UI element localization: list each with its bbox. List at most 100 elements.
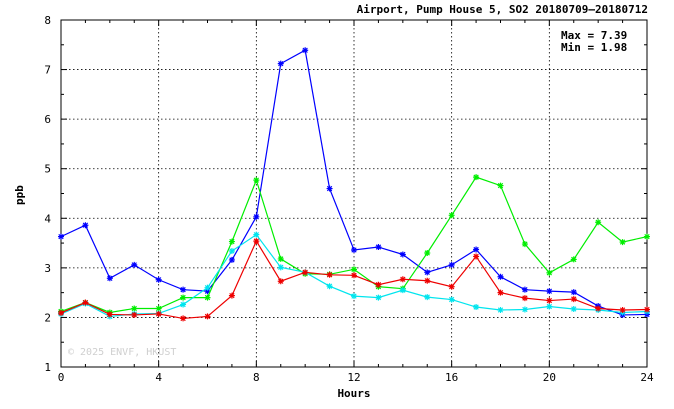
x-tick-label: 4 xyxy=(155,371,162,384)
data-point xyxy=(302,47,309,54)
data-point xyxy=(424,269,431,276)
data-point xyxy=(424,294,431,301)
data-point xyxy=(131,305,138,312)
x-tick-label: 24 xyxy=(640,371,654,384)
y-tick-label: 4 xyxy=(44,212,51,225)
data-point xyxy=(155,310,162,317)
chart-title: Airport, Pump House 5, SO2 20180709–2018… xyxy=(357,3,648,16)
y-tick-label: 8 xyxy=(44,14,51,27)
x-tick-label: 12 xyxy=(347,371,360,384)
data-point xyxy=(521,306,528,313)
data-point xyxy=(131,311,138,318)
data-point xyxy=(473,246,480,253)
data-point xyxy=(253,231,260,238)
data-point xyxy=(546,303,553,310)
data-point xyxy=(228,256,235,263)
y-tick-label: 1 xyxy=(44,361,51,374)
min-label: Min = 1.98 xyxy=(561,41,627,54)
data-point xyxy=(228,238,235,245)
data-point xyxy=(375,294,382,301)
data-point xyxy=(521,295,528,302)
data-point xyxy=(204,288,211,295)
data-point xyxy=(351,272,357,279)
data-point xyxy=(82,222,89,229)
data-point xyxy=(253,238,260,245)
data-point xyxy=(131,261,138,268)
data-point xyxy=(546,297,553,304)
data-point xyxy=(644,233,650,240)
data-point xyxy=(180,315,187,322)
data-point xyxy=(595,305,602,312)
x-tick-label: 8 xyxy=(253,371,260,384)
data-point xyxy=(326,271,333,278)
data-point xyxy=(473,304,480,311)
data-point xyxy=(570,256,577,263)
x-tick-label: 0 xyxy=(58,371,65,384)
y-tick-label: 2 xyxy=(44,311,51,324)
data-point xyxy=(448,212,455,219)
data-point xyxy=(326,185,333,192)
data-point xyxy=(619,239,626,246)
data-point xyxy=(570,296,577,303)
series-3 xyxy=(58,238,650,322)
series-group xyxy=(58,47,650,322)
data-point xyxy=(58,233,64,240)
y-tick-label: 5 xyxy=(44,163,51,176)
data-point xyxy=(619,306,626,313)
data-point xyxy=(277,278,284,285)
watermark: © 2025 ENVF, HKUST xyxy=(68,347,176,358)
data-point xyxy=(497,182,504,189)
data-point xyxy=(595,219,602,226)
data-point xyxy=(228,248,235,255)
data-point xyxy=(277,264,284,271)
data-point xyxy=(302,269,309,276)
x-tick-label: 20 xyxy=(543,371,556,384)
data-point xyxy=(204,284,211,291)
max-label: Max = 7.39 xyxy=(561,29,627,42)
data-point xyxy=(351,293,357,300)
data-point xyxy=(497,273,504,280)
data-point xyxy=(155,305,162,312)
y-tick-label: 7 xyxy=(44,64,51,77)
data-point xyxy=(448,283,455,290)
data-point xyxy=(497,306,504,313)
y-tick-label: 3 xyxy=(44,262,51,275)
data-point xyxy=(180,286,187,293)
data-point xyxy=(253,213,260,220)
data-point xyxy=(375,244,382,251)
data-point xyxy=(106,311,113,318)
data-point xyxy=(473,174,480,181)
data-point xyxy=(644,306,650,313)
data-point xyxy=(497,289,504,296)
data-point xyxy=(424,249,431,256)
data-point xyxy=(180,301,187,308)
data-point xyxy=(546,288,553,295)
data-point xyxy=(570,306,577,313)
data-point xyxy=(351,266,357,273)
data-point xyxy=(521,241,528,248)
data-point xyxy=(473,253,480,260)
data-point xyxy=(180,294,187,301)
data-point xyxy=(570,289,577,296)
data-point xyxy=(253,177,260,184)
y-tick-label: 6 xyxy=(44,113,51,126)
data-point xyxy=(204,313,211,320)
data-point xyxy=(106,275,113,282)
data-point xyxy=(277,255,284,262)
data-point xyxy=(204,294,211,301)
data-point xyxy=(155,276,162,283)
data-point xyxy=(399,287,406,294)
data-point xyxy=(375,281,382,288)
data-point xyxy=(448,261,455,268)
series-0 xyxy=(58,47,650,318)
data-point xyxy=(351,247,357,254)
data-point xyxy=(424,277,431,284)
data-point xyxy=(58,309,64,316)
data-point xyxy=(277,60,284,67)
data-point xyxy=(399,276,406,283)
y-axis-label: ppb xyxy=(13,185,26,205)
data-point xyxy=(448,296,455,303)
x-axis-label: Hours xyxy=(337,387,370,400)
